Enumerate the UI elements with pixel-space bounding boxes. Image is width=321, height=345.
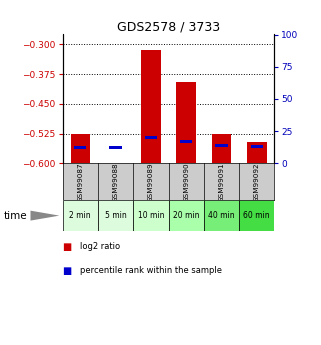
Text: 20 min: 20 min xyxy=(173,211,199,220)
Text: percentile rank within the sample: percentile rank within the sample xyxy=(80,266,222,275)
Text: 10 min: 10 min xyxy=(138,211,164,220)
Text: GSM99089: GSM99089 xyxy=(148,162,154,201)
Bar xyxy=(145,136,157,139)
Text: GSM99087: GSM99087 xyxy=(77,162,83,201)
Text: GSM99090: GSM99090 xyxy=(183,162,189,201)
Text: GSM99088: GSM99088 xyxy=(113,162,118,201)
Bar xyxy=(215,144,228,147)
Text: 40 min: 40 min xyxy=(208,211,235,220)
Bar xyxy=(98,200,133,231)
Bar xyxy=(180,140,192,143)
Bar xyxy=(204,200,239,231)
Bar xyxy=(251,145,263,148)
Bar xyxy=(109,146,122,149)
Text: GSM99092: GSM99092 xyxy=(254,162,260,201)
Text: log2 ratio: log2 ratio xyxy=(80,241,120,250)
Bar xyxy=(212,134,231,163)
Title: GDS2578 / 3733: GDS2578 / 3733 xyxy=(117,20,220,33)
Bar xyxy=(71,134,90,163)
Bar xyxy=(63,200,98,231)
Bar xyxy=(247,141,266,163)
Bar xyxy=(74,146,86,149)
Text: 5 min: 5 min xyxy=(105,211,126,220)
Bar xyxy=(133,200,169,231)
Polygon shape xyxy=(30,211,59,220)
Text: 60 min: 60 min xyxy=(244,211,270,220)
Text: ■: ■ xyxy=(63,266,72,276)
Bar xyxy=(141,50,160,163)
Text: time: time xyxy=(3,211,27,220)
Bar xyxy=(169,200,204,231)
Text: 2 min: 2 min xyxy=(69,211,91,220)
Text: ■: ■ xyxy=(63,241,72,252)
Bar xyxy=(239,200,274,231)
Bar xyxy=(177,82,196,163)
Text: GSM99091: GSM99091 xyxy=(219,162,224,201)
